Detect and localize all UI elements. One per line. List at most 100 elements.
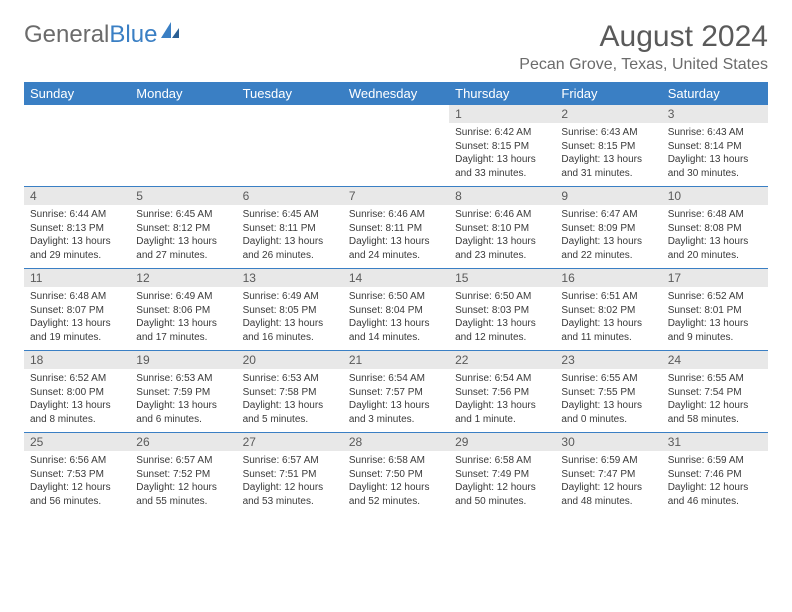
title-block: August 2024 Pecan Grove, Texas, United S… xyxy=(519,20,768,74)
day-number: 19 xyxy=(130,351,236,369)
day-header: Saturday xyxy=(662,82,768,105)
calendar-day-cell xyxy=(130,105,236,187)
day-number: 31 xyxy=(662,433,768,451)
sunset-text: Sunset: 8:04 PM xyxy=(349,304,443,318)
sunset-text: Sunset: 8:10 PM xyxy=(455,222,549,236)
day-details: Sunrise: 6:43 AMSunset: 8:15 PMDaylight:… xyxy=(555,123,661,186)
day-number: 18 xyxy=(24,351,130,369)
day-number: 23 xyxy=(555,351,661,369)
day-number: 26 xyxy=(130,433,236,451)
sunrise-text: Sunrise: 6:46 AM xyxy=(455,208,549,222)
sunrise-text: Sunrise: 6:55 AM xyxy=(561,372,655,386)
calendar-day-cell: 20Sunrise: 6:53 AMSunset: 7:58 PMDayligh… xyxy=(237,351,343,433)
daylight-text: Daylight: 13 hours and 14 minutes. xyxy=(349,317,443,344)
sunrise-text: Sunrise: 6:48 AM xyxy=(668,208,762,222)
sunset-text: Sunset: 7:53 PM xyxy=(30,468,124,482)
sunrise-text: Sunrise: 6:51 AM xyxy=(561,290,655,304)
day-details: Sunrise: 6:46 AMSunset: 8:10 PMDaylight:… xyxy=(449,205,555,268)
day-number: 22 xyxy=(449,351,555,369)
daylight-text: Daylight: 12 hours and 53 minutes. xyxy=(243,481,337,508)
sunrise-text: Sunrise: 6:53 AM xyxy=(243,372,337,386)
calendar-day-cell: 14Sunrise: 6:50 AMSunset: 8:04 PMDayligh… xyxy=(343,269,449,351)
location-text: Pecan Grove, Texas, United States xyxy=(519,56,768,74)
day-number: 5 xyxy=(130,187,236,205)
calendar-day-cell: 22Sunrise: 6:54 AMSunset: 7:56 PMDayligh… xyxy=(449,351,555,433)
sunrise-text: Sunrise: 6:52 AM xyxy=(668,290,762,304)
day-number: 29 xyxy=(449,433,555,451)
sunrise-text: Sunrise: 6:55 AM xyxy=(668,372,762,386)
sunset-text: Sunset: 8:11 PM xyxy=(243,222,337,236)
day-details: Sunrise: 6:45 AMSunset: 8:11 PMDaylight:… xyxy=(237,205,343,268)
sunrise-text: Sunrise: 6:43 AM xyxy=(668,126,762,140)
day-header: Tuesday xyxy=(237,82,343,105)
day-header: Monday xyxy=(130,82,236,105)
daylight-text: Daylight: 12 hours and 56 minutes. xyxy=(30,481,124,508)
daylight-text: Daylight: 13 hours and 24 minutes. xyxy=(349,235,443,262)
sunset-text: Sunset: 8:07 PM xyxy=(30,304,124,318)
daylight-text: Daylight: 12 hours and 48 minutes. xyxy=(561,481,655,508)
sunset-text: Sunset: 7:50 PM xyxy=(349,468,443,482)
calendar-day-cell: 17Sunrise: 6:52 AMSunset: 8:01 PMDayligh… xyxy=(662,269,768,351)
day-details: Sunrise: 6:53 AMSunset: 7:59 PMDaylight:… xyxy=(130,369,236,432)
day-number: 15 xyxy=(449,269,555,287)
day-details: Sunrise: 6:49 AMSunset: 8:06 PMDaylight:… xyxy=(130,287,236,350)
daylight-text: Daylight: 12 hours and 55 minutes. xyxy=(136,481,230,508)
day-number: 13 xyxy=(237,269,343,287)
calendar-day-cell: 11Sunrise: 6:48 AMSunset: 8:07 PMDayligh… xyxy=(24,269,130,351)
day-number: 2 xyxy=(555,105,661,123)
calendar-day-cell: 23Sunrise: 6:55 AMSunset: 7:55 PMDayligh… xyxy=(555,351,661,433)
daylight-text: Daylight: 13 hours and 27 minutes. xyxy=(136,235,230,262)
sunset-text: Sunset: 8:13 PM xyxy=(30,222,124,236)
sunset-text: Sunset: 8:00 PM xyxy=(30,386,124,400)
sunset-text: Sunset: 7:52 PM xyxy=(136,468,230,482)
calendar-day-cell: 31Sunrise: 6:59 AMSunset: 7:46 PMDayligh… xyxy=(662,433,768,515)
daylight-text: Daylight: 13 hours and 6 minutes. xyxy=(136,399,230,426)
sunrise-text: Sunrise: 6:43 AM xyxy=(561,126,655,140)
sunset-text: Sunset: 7:57 PM xyxy=(349,386,443,400)
sunset-text: Sunset: 7:59 PM xyxy=(136,386,230,400)
day-details: Sunrise: 6:49 AMSunset: 8:05 PMDaylight:… xyxy=(237,287,343,350)
sunset-text: Sunset: 7:49 PM xyxy=(455,468,549,482)
daylight-text: Daylight: 13 hours and 11 minutes. xyxy=(561,317,655,344)
sunrise-text: Sunrise: 6:56 AM xyxy=(30,454,124,468)
day-number: 16 xyxy=(555,269,661,287)
day-details: Sunrise: 6:54 AMSunset: 7:57 PMDaylight:… xyxy=(343,369,449,432)
sunset-text: Sunset: 7:58 PM xyxy=(243,386,337,400)
day-details: Sunrise: 6:53 AMSunset: 7:58 PMDaylight:… xyxy=(237,369,343,432)
day-details: Sunrise: 6:58 AMSunset: 7:49 PMDaylight:… xyxy=(449,451,555,514)
day-details: Sunrise: 6:46 AMSunset: 8:11 PMDaylight:… xyxy=(343,205,449,268)
day-number: 4 xyxy=(24,187,130,205)
calendar-day-cell: 25Sunrise: 6:56 AMSunset: 7:53 PMDayligh… xyxy=(24,433,130,515)
sunset-text: Sunset: 8:03 PM xyxy=(455,304,549,318)
day-number: 9 xyxy=(555,187,661,205)
day-details: Sunrise: 6:59 AMSunset: 7:47 PMDaylight:… xyxy=(555,451,661,514)
day-number: 10 xyxy=(662,187,768,205)
sunset-text: Sunset: 7:54 PM xyxy=(668,386,762,400)
day-number: 20 xyxy=(237,351,343,369)
day-header: Wednesday xyxy=(343,82,449,105)
daylight-text: Daylight: 13 hours and 26 minutes. xyxy=(243,235,337,262)
sunrise-text: Sunrise: 6:59 AM xyxy=(668,454,762,468)
sunset-text: Sunset: 7:56 PM xyxy=(455,386,549,400)
calendar-day-cell: 3Sunrise: 6:43 AMSunset: 8:14 PMDaylight… xyxy=(662,105,768,187)
calendar-day-cell: 9Sunrise: 6:47 AMSunset: 8:09 PMDaylight… xyxy=(555,187,661,269)
sunrise-text: Sunrise: 6:58 AM xyxy=(349,454,443,468)
day-details: Sunrise: 6:50 AMSunset: 8:03 PMDaylight:… xyxy=(449,287,555,350)
day-number: 17 xyxy=(662,269,768,287)
calendar-week-row: 4 Sunrise: 6:44 AMSunset: 8:13 PM Daylight… xyxy=(24,187,768,269)
day-details: Sunrise: 6:45 AMSunset: 8:12 PMDaylight:… xyxy=(130,205,236,268)
day-number: 3 xyxy=(662,105,768,123)
sunset-text: Sunset: 7:55 PM xyxy=(561,386,655,400)
day-number: 11 xyxy=(24,269,130,287)
calendar-day-cell xyxy=(24,105,130,187)
day-number: 24 xyxy=(662,351,768,369)
calendar-week-row: 18Sunrise: 6:52 AMSunset: 8:00 PMDayligh… xyxy=(24,351,768,433)
daylight-text: Daylight: 12 hours and 58 minutes. xyxy=(668,399,762,426)
sunrise-text: Sunrise: 6:44 AM xyxy=(30,208,124,222)
daylight-text: Daylight: 12 hours and 50 minutes. xyxy=(455,481,549,508)
day-number: 30 xyxy=(555,433,661,451)
calendar-day-cell: 24 Sunrise: 6:55 AMSunset: 7:54 PMDayligh… xyxy=(662,351,768,433)
day-header: Friday xyxy=(555,82,661,105)
daylight-text: Daylight: 13 hours and 30 minutes. xyxy=(668,153,762,180)
day-number: 7 xyxy=(343,187,449,205)
